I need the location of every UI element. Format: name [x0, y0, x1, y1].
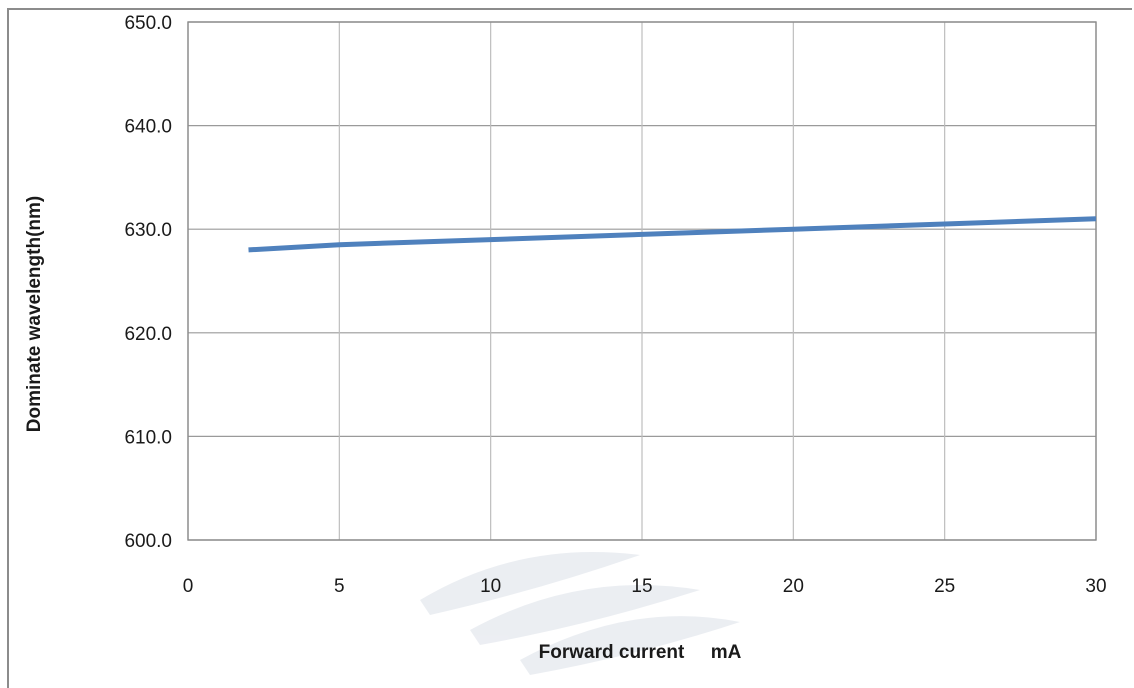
- y-axis-label: Dominate wavelength(nm): [24, 196, 45, 432]
- x-tick-label: 15: [631, 576, 652, 597]
- y-tick-label: 630.0: [124, 220, 172, 241]
- x-axis-label: Forward current mA: [539, 642, 742, 663]
- y-tick-label: 640.0: [124, 117, 172, 138]
- x-tick-label: 5: [334, 576, 345, 597]
- watermark-logo: [420, 552, 740, 675]
- x-tick-label: 30: [1085, 576, 1106, 597]
- tick-labels: 600.0 610.0 620.0 630.0 640.0 650.0 0 5 10 15 20 25…: [124, 13, 1106, 597]
- grid: [187, 21, 1097, 541]
- x-tick-label: 10: [480, 576, 501, 597]
- y-tick-label: 610.0: [124, 427, 172, 448]
- series-line: [248, 216, 1097, 253]
- chart-frame: [7, 8, 1132, 688]
- x-tick-label: 25: [934, 576, 955, 597]
- plot-area-border: [187, 21, 1097, 541]
- series-layer: [248, 216, 1097, 253]
- y-tick-label: 600.0: [124, 531, 172, 552]
- y-tick-label: 650.0: [124, 13, 172, 34]
- y-tick-label: 620.0: [124, 324, 172, 345]
- x-tick-label: 0: [183, 576, 194, 597]
- x-tick-label: 20: [783, 576, 804, 597]
